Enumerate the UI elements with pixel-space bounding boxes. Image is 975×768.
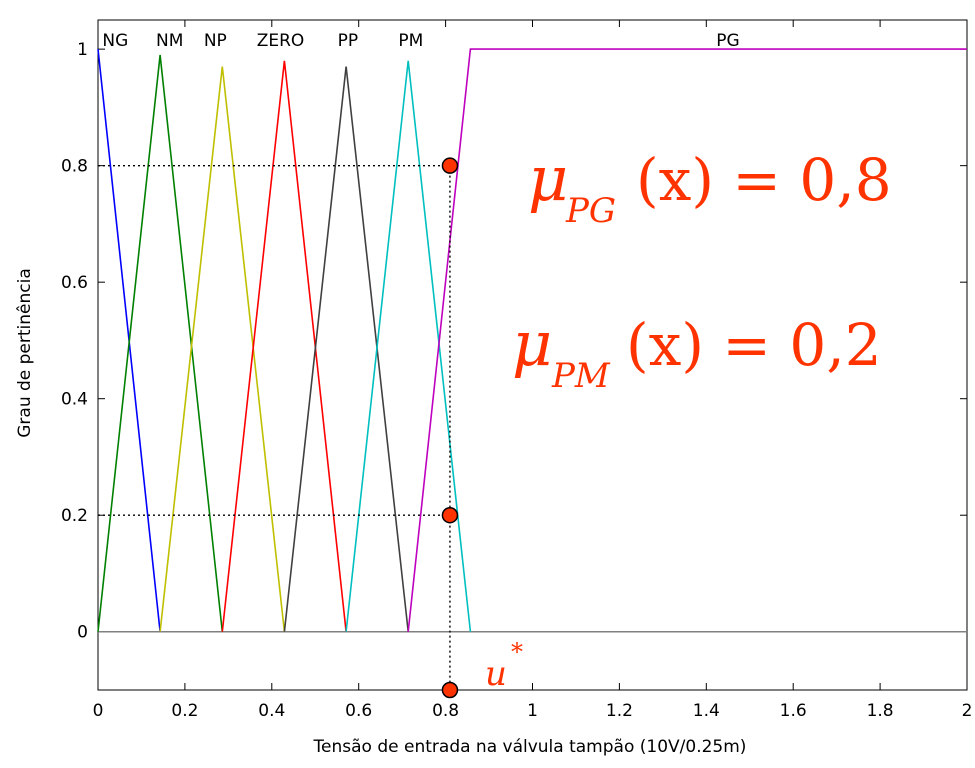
formula-pg-value: (x) = 0,8 [636,146,892,214]
y-tick-label-2: 0.4 [61,390,88,410]
formula-pg-mu: μ [528,142,568,215]
x-tick-label-10: 2 [962,701,973,721]
y-tick-label-1: 0.2 [61,506,88,526]
series-line-pp [283,66,409,632]
series-line-zero [221,60,347,632]
y-tick-label-0: 0 [77,623,88,643]
mf-label-nm: NM [156,31,183,51]
formula-pg: μ PG (x) = 0,8 [528,142,892,231]
x-tick-label-2: 0.4 [258,701,285,721]
formula-pm-mu: μ [512,307,552,380]
x-tick-label-3: 0.6 [345,701,372,721]
mf-label-np: NP [204,31,227,51]
formula-pm-value: (x) = 0,2 [626,311,882,379]
mf-label-pp: PP [338,31,359,51]
x-tick-label-8: 1.6 [780,701,807,721]
u-star-label: u [485,654,507,694]
x-tick-label-5: 1 [527,701,538,721]
marker-point-0 [441,157,459,174]
plot-frame [97,19,968,691]
x-axis-label: Tensão de entrada na válvula tampão (10V… [313,737,747,757]
y-tick-label-3: 0.6 [61,273,88,293]
mf-label-pm: PM [398,31,423,51]
y-tick-label-5: 1 [77,40,88,60]
formula-pm: μ PM (x) = 0,2 [512,307,882,396]
y-axis-label: Grau de pertinência [15,268,35,438]
y-tick-label-4: 0.8 [61,157,88,177]
x-tick-label-7: 1.4 [693,701,720,721]
x-tick-label-9: 1.8 [867,701,894,721]
mf-label-pg: PG [716,31,739,51]
x-tick-label-4: 0.8 [432,701,459,721]
formula-pm-subscript: PM [551,356,611,396]
x-tick-label-0: 0 [93,701,104,721]
series-line-nm [97,54,224,632]
marker-point-1 [441,506,459,524]
x-tick-label-1: 0.2 [171,701,198,721]
series-line-pg [407,48,967,632]
series-line-np [159,66,286,632]
mf-label-zero: ZERO [257,31,305,51]
formula-pg-subscript: PG [565,191,616,231]
u-star-superscript: * [511,638,523,666]
mf-label-ng: NG [102,31,128,51]
marker-point-2 [441,681,459,699]
x-tick-label-6: 1.2 [606,701,633,721]
